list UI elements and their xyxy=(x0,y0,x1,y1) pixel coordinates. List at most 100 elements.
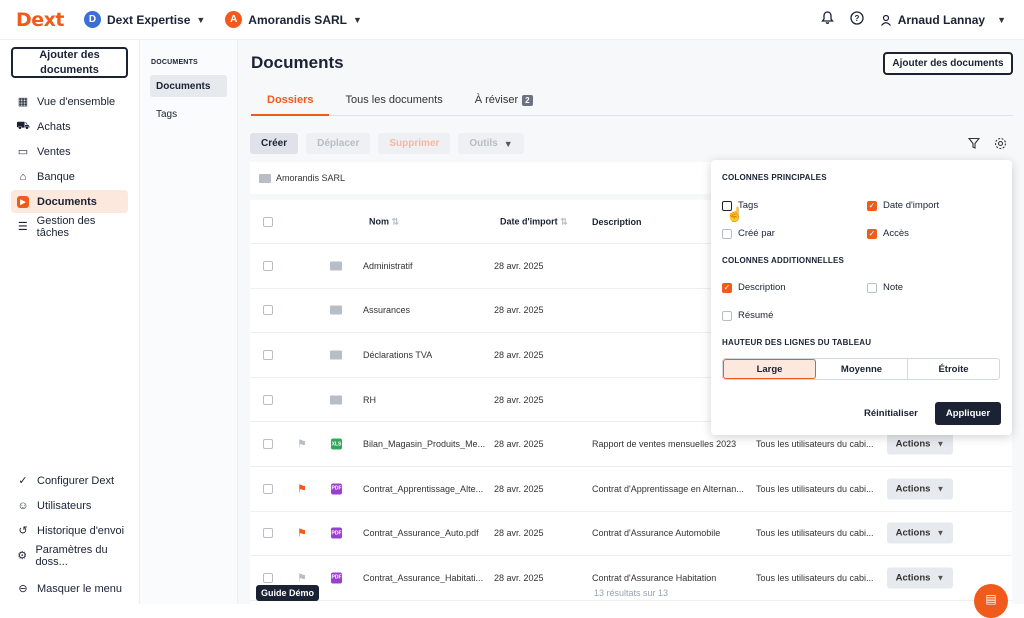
apply-button[interactable]: Appliquer xyxy=(935,402,1001,425)
checkbox[interactable]: ✓ xyxy=(867,228,877,239)
row-name[interactable]: Contrat_Assurance_Auto.pdf xyxy=(363,528,479,539)
row-checkbox[interactable] xyxy=(263,483,273,494)
flag-icon[interactable]: ⚑ xyxy=(297,572,307,585)
sidebar-item-history[interactable]: ↺ Historique d'envoi xyxy=(11,518,129,543)
sidebar-item-tasks[interactable]: ☰ Gestion des tâches xyxy=(11,215,128,239)
checkbox[interactable] xyxy=(722,310,732,321)
row-checkbox[interactable] xyxy=(263,572,273,583)
folder-icon xyxy=(330,395,342,405)
reset-button[interactable]: Réinitialiser xyxy=(864,408,918,419)
checkbox[interactable] xyxy=(867,282,877,293)
row-name[interactable]: Contrat_Assurance_Habitati... xyxy=(363,572,484,583)
folder-icon xyxy=(330,261,342,271)
row-name[interactable]: Administratif xyxy=(363,260,413,271)
subnav-item-tags[interactable]: Tags xyxy=(156,108,178,120)
row-name[interactable]: Assurances xyxy=(363,305,411,316)
table-row[interactable]: Administratif 28 avr. 2025 xyxy=(250,244,1012,289)
row-name[interactable]: Bilan_Magasin_Produits_Me... xyxy=(363,439,486,450)
table-row[interactable]: RH 28 avr. 2025 xyxy=(250,378,1012,423)
tab-all-documents[interactable]: Tous les documents xyxy=(345,94,443,106)
checkbox[interactable] xyxy=(722,228,732,239)
table-row[interactable]: Assurances 28 avr. 2025 xyxy=(250,289,1012,334)
help-icon[interactable]: ? xyxy=(850,11,864,28)
table-row[interactable]: ⚑ XLS Bilan_Magasin_Produits_Me... 28 av… xyxy=(250,422,1012,467)
folder-icon xyxy=(259,173,271,183)
dext-logo[interactable]: Dext xyxy=(16,8,65,31)
svg-text:?: ? xyxy=(854,14,859,23)
sidebar-item-overview[interactable]: ▦ Vue d'ensemble xyxy=(11,90,128,113)
sidebar-item-settings[interactable]: ⚙ Paramètres du doss... xyxy=(11,543,129,568)
option-access[interactable]: ✓ Accès xyxy=(867,228,909,239)
table-row[interactable]: ⚑ PDF Contrat_Assurance_Habitati... 28 a… xyxy=(250,556,1012,601)
tab-to-review[interactable]: À réviser 2 xyxy=(459,88,549,115)
documents-subnav: DOCUMENTS Documents Tags xyxy=(140,40,238,604)
checkbox[interactable] xyxy=(722,200,732,211)
row-date: 28 avr. 2025 xyxy=(494,349,544,360)
option-created-by[interactable]: Créé par xyxy=(722,228,775,239)
sidebar-item-purchases[interactable]: ⛟ Achats xyxy=(11,115,128,138)
row-height-large[interactable]: Large xyxy=(723,359,816,379)
documents-icon: ▶ xyxy=(17,195,29,208)
flag-icon[interactable]: ⚑ xyxy=(297,483,307,496)
row-name[interactable]: Contrat_Apprentissage_Alte... xyxy=(363,483,484,494)
table-row[interactable]: ⚑ PDF Contrat_Apprentissage_Alte... 28 a… xyxy=(250,467,1012,512)
move-button[interactable]: Déplacer xyxy=(306,133,371,154)
row-checkbox[interactable] xyxy=(263,260,273,271)
subnav-item-documents[interactable]: Documents xyxy=(150,75,227,97)
checkbox[interactable]: ✓ xyxy=(867,200,877,211)
sidebar-item-users[interactable]: ☺ Utilisateurs xyxy=(11,493,129,518)
option-summary[interactable]: Résumé xyxy=(722,310,773,321)
row-date: 28 avr. 2025 xyxy=(494,394,544,405)
tools-dropdown[interactable]: Outils ▼ xyxy=(458,133,524,154)
gear-icon[interactable] xyxy=(994,137,1007,153)
row-height-medium[interactable]: Moyenne xyxy=(816,359,908,379)
option-label: Créé par xyxy=(738,228,775,239)
option-import-date[interactable]: ✓ Date d'import xyxy=(867,200,939,211)
bell-icon[interactable] xyxy=(820,11,834,28)
sidebar-item-configure[interactable]: ✓ Configurer Dext xyxy=(11,468,129,493)
delete-button[interactable]: Supprimer xyxy=(378,133,451,154)
column-header-name[interactable]: Nom ⇅ xyxy=(369,216,399,227)
checkbox[interactable]: ✓ xyxy=(722,282,732,293)
add-documents-header-button[interactable]: Ajouter des documents xyxy=(883,52,1013,75)
guide-demo-badge[interactable]: Guide Démo xyxy=(256,585,320,601)
option-label: Accès xyxy=(883,228,909,239)
actions-button[interactable]: Actions ▼ xyxy=(887,478,953,500)
row-name[interactable]: RH xyxy=(363,394,376,405)
sidebar-item-bank[interactable]: ⌂ Banque xyxy=(11,165,128,188)
add-documents-button[interactable]: Ajouter des documents xyxy=(11,47,128,78)
row-checkbox[interactable] xyxy=(263,439,273,450)
row-checkbox[interactable] xyxy=(263,528,273,539)
create-button[interactable]: Créer xyxy=(250,133,299,154)
column-header-date[interactable]: Date d'import ⇅ xyxy=(500,216,568,227)
table-row[interactable]: ⚑ PDF Contrat_Assurance_Auto.pdf 28 avr.… xyxy=(250,512,1012,557)
row-checkbox[interactable] xyxy=(263,349,273,360)
select-all-checkbox[interactable] xyxy=(263,216,273,227)
chat-launcher[interactable]: ▤ xyxy=(974,584,1008,618)
option-note[interactable]: Note xyxy=(867,282,903,293)
chevron-down-icon: ▼ xyxy=(936,528,945,538)
actions-button[interactable]: Actions ▼ xyxy=(887,522,953,544)
breadcrumb-item[interactable]: Amorandis SARL xyxy=(276,173,346,183)
row-name[interactable]: Déclarations TVA xyxy=(363,349,433,360)
table-row[interactable]: Déclarations TVA 28 avr. 2025 xyxy=(250,333,1012,378)
sidebar-item-documents[interactable]: ▶ Documents xyxy=(11,190,128,213)
org-switcher-client[interactable]: A Amorandis SARL ▼ xyxy=(225,11,362,28)
sidebar-item-sales[interactable]: ▭ Ventes xyxy=(11,140,128,163)
column-label: Date d'import xyxy=(500,216,558,226)
column-header-description: Description xyxy=(592,216,642,227)
actions-button[interactable]: Actions ▼ xyxy=(887,567,953,589)
tab-folders[interactable]: Dossiers xyxy=(251,88,330,116)
org-switcher-practice[interactable]: D Dext Expertise ▼ xyxy=(84,11,205,28)
flag-icon[interactable]: ⚑ xyxy=(297,527,307,540)
filter-icon[interactable] xyxy=(967,137,981,153)
row-checkbox[interactable] xyxy=(263,305,273,316)
option-description[interactable]: ✓ Description xyxy=(722,282,786,293)
actions-button[interactable]: Actions ▼ xyxy=(887,433,953,455)
row-height-narrow[interactable]: Étroite xyxy=(938,363,969,375)
flag-icon[interactable]: ⚑ xyxy=(297,438,307,451)
row-checkbox[interactable] xyxy=(263,394,273,405)
sidebar-item-hide-menu[interactable]: ⊖ Masquer le menu xyxy=(11,576,129,601)
option-tags[interactable]: Tags xyxy=(722,200,758,211)
user-menu[interactable]: Arnaud Lannay ▼ xyxy=(880,13,1006,27)
